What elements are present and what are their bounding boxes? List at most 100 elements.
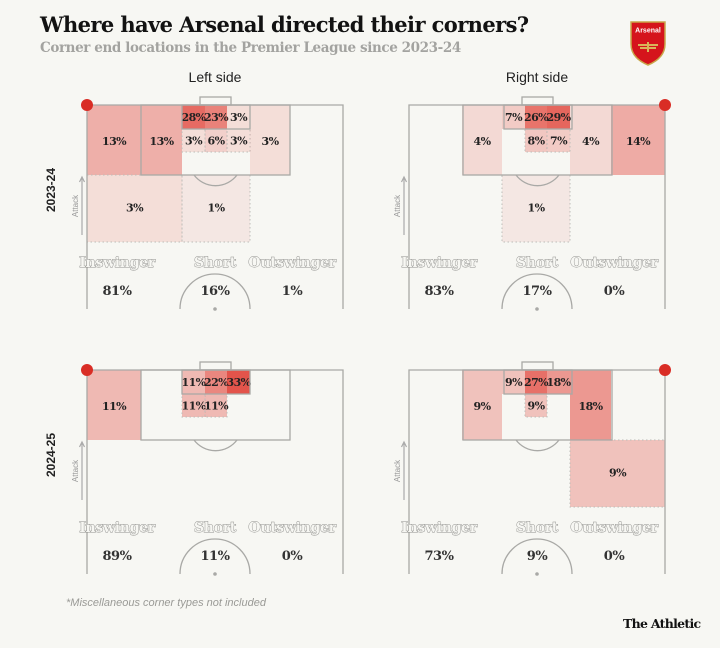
corner-type-percentage: 17%	[523, 284, 553, 299]
column-header-right: Right side	[506, 69, 568, 85]
cell-percentage-label: 3%	[126, 202, 144, 215]
cell-percentage-label: 27%	[524, 376, 549, 389]
pitch-lines	[408, 96, 666, 311]
heat-cell-near_wide	[87, 105, 141, 175]
cell-percentage-label: 7%	[505, 111, 523, 124]
heat-cell-far_box	[462, 105, 502, 175]
cell-percentage-label: 23%	[204, 111, 229, 124]
corner-type-label: Inswinger	[401, 520, 477, 536]
heat-cell-deep_mid	[501, 174, 571, 243]
pitch-panel-2024-25-left: 11%11%22%33%11%11%AttackInswinger89%Shor…	[71, 361, 344, 576]
cell-percentage-label: 11%	[182, 400, 207, 413]
pitch-lines	[86, 96, 344, 311]
logo-text: Arsenal	[635, 28, 661, 35]
corner-type-label: Outswinger	[570, 520, 658, 536]
cell-percentage-label: 7%	[550, 135, 568, 148]
heat-cell-near_wide	[611, 105, 665, 175]
cell-percentage-label: 9%	[609, 467, 627, 480]
corner-type-percentage: 9%	[527, 549, 549, 564]
heat-cell-row2_near	[181, 128, 206, 153]
attack-arrow-icon	[400, 440, 408, 500]
pitch-lines	[408, 361, 666, 576]
heat-cell-six_far	[502, 370, 525, 394]
corner-flag-marker	[659, 364, 671, 376]
the-athletic-logo: The Athletic	[623, 616, 701, 631]
cell-percentage-label: 3%	[230, 135, 248, 148]
corner-type-percentage: 16%	[201, 284, 231, 299]
cell-percentage-label: 18%	[547, 376, 572, 389]
season-label-2023-24: 2023-24	[44, 168, 58, 212]
corner-type-label: Outswinger	[570, 255, 658, 271]
corner-type-label: Inswinger	[401, 255, 477, 271]
pitch-lines	[86, 361, 344, 576]
cell-percentage-label: 3%	[230, 111, 248, 124]
cell-percentage-label: 28%	[182, 111, 207, 124]
cell-percentage-label: 9%	[474, 400, 492, 413]
corner-type-percentage: 83%	[425, 284, 455, 299]
attack-label: Attack	[71, 194, 80, 217]
arsenal-crest-logo: Arsenal	[630, 21, 666, 66]
corner-flag-marker	[81, 364, 93, 376]
corner-type-percentage: 0%	[604, 549, 626, 564]
cell-percentage-label: 11%	[102, 400, 127, 413]
pitch-panel-2024-25-right: 18%18%27%9%9%9%9%AttackInswinger73%Short…	[393, 361, 671, 576]
footnote: *Miscellaneous corner types not included	[66, 597, 266, 609]
heat-cell-row2_mid	[204, 393, 228, 418]
cell-percentage-label: 26%	[524, 111, 549, 124]
corner-type-label: Inswinger	[79, 520, 155, 536]
heat-cell-six_far	[227, 105, 250, 129]
heat-cell-far_box	[462, 370, 502, 440]
heat-cell-six_near	[182, 105, 205, 129]
cell-percentage-label: 3%	[185, 135, 203, 148]
heat-cell-six_mid	[205, 105, 227, 129]
attack-arrow-icon	[78, 440, 86, 500]
corner-type-percentage: 0%	[282, 549, 304, 564]
pitch-panel-2023-24-left: 13% 13%28%23% 3%3% 6% 3% 3%3% 1%AttackInswinge…	[71, 96, 344, 311]
attack-arrow-icon	[400, 175, 408, 235]
chart-subtitle: Corner end locations in the Premier Leag…	[40, 40, 461, 56]
cell-percentage-label: 11%	[204, 400, 229, 413]
heat-cell-six_mid	[525, 105, 547, 129]
heat-cell-six_mid	[525, 370, 547, 394]
heat-cell-six_far	[227, 370, 250, 394]
cell-percentage-label: 33%	[227, 376, 252, 389]
corner-type-label: Short	[194, 255, 237, 271]
cell-percentage-label: 4%	[582, 135, 600, 148]
heat-cell-six_near	[547, 370, 570, 394]
corner-type-label: Short	[516, 520, 559, 536]
cell-percentage-label: 13%	[102, 135, 127, 148]
cell-percentage-label: 9%	[505, 376, 523, 389]
heat-cell-six_far	[502, 105, 525, 129]
heat-cell-row2_mid	[524, 128, 548, 153]
heat-cell-six_near	[182, 370, 205, 394]
heat-cell-six_mid	[205, 370, 227, 394]
corner-type-percentage: 0%	[604, 284, 626, 299]
corner-flag-marker	[81, 99, 93, 111]
corner-type-label: Outswinger	[248, 255, 336, 271]
cell-percentage-label: 4%	[474, 135, 492, 148]
heat-cell-deep_near	[86, 174, 183, 243]
column-header-left: Left side	[189, 69, 242, 85]
attack-arrow-icon	[78, 175, 86, 235]
corner-type-percentage: 73%	[425, 549, 455, 564]
cell-percentage-label: 22%	[204, 376, 229, 389]
corner-type-percentage: 11%	[201, 549, 231, 564]
heat-cell-near_box	[570, 370, 611, 440]
heat-cell-row2_far	[226, 128, 251, 153]
cell-percentage-label: 8%	[528, 135, 546, 148]
corner-type-label: Inswinger	[79, 255, 155, 271]
heat-cell-near_wide	[87, 370, 141, 440]
corner-type-percentage: 89%	[103, 549, 133, 564]
cell-percentage-label: 11%	[182, 376, 207, 389]
cell-percentage-label: 29%	[547, 111, 572, 124]
cell-percentage-label: 13%	[150, 135, 175, 148]
corner-type-label: Short	[516, 255, 559, 271]
heat-cell-row2_mid	[524, 393, 548, 418]
cell-percentage-label: 6%	[208, 135, 226, 148]
heat-cell-far_box	[250, 105, 290, 175]
corner-type-percentage: 1%	[282, 284, 304, 299]
cell-percentage-label: 1%	[208, 202, 226, 215]
attack-label: Attack	[393, 194, 402, 217]
cell-percentage-label: 9%	[528, 400, 546, 413]
